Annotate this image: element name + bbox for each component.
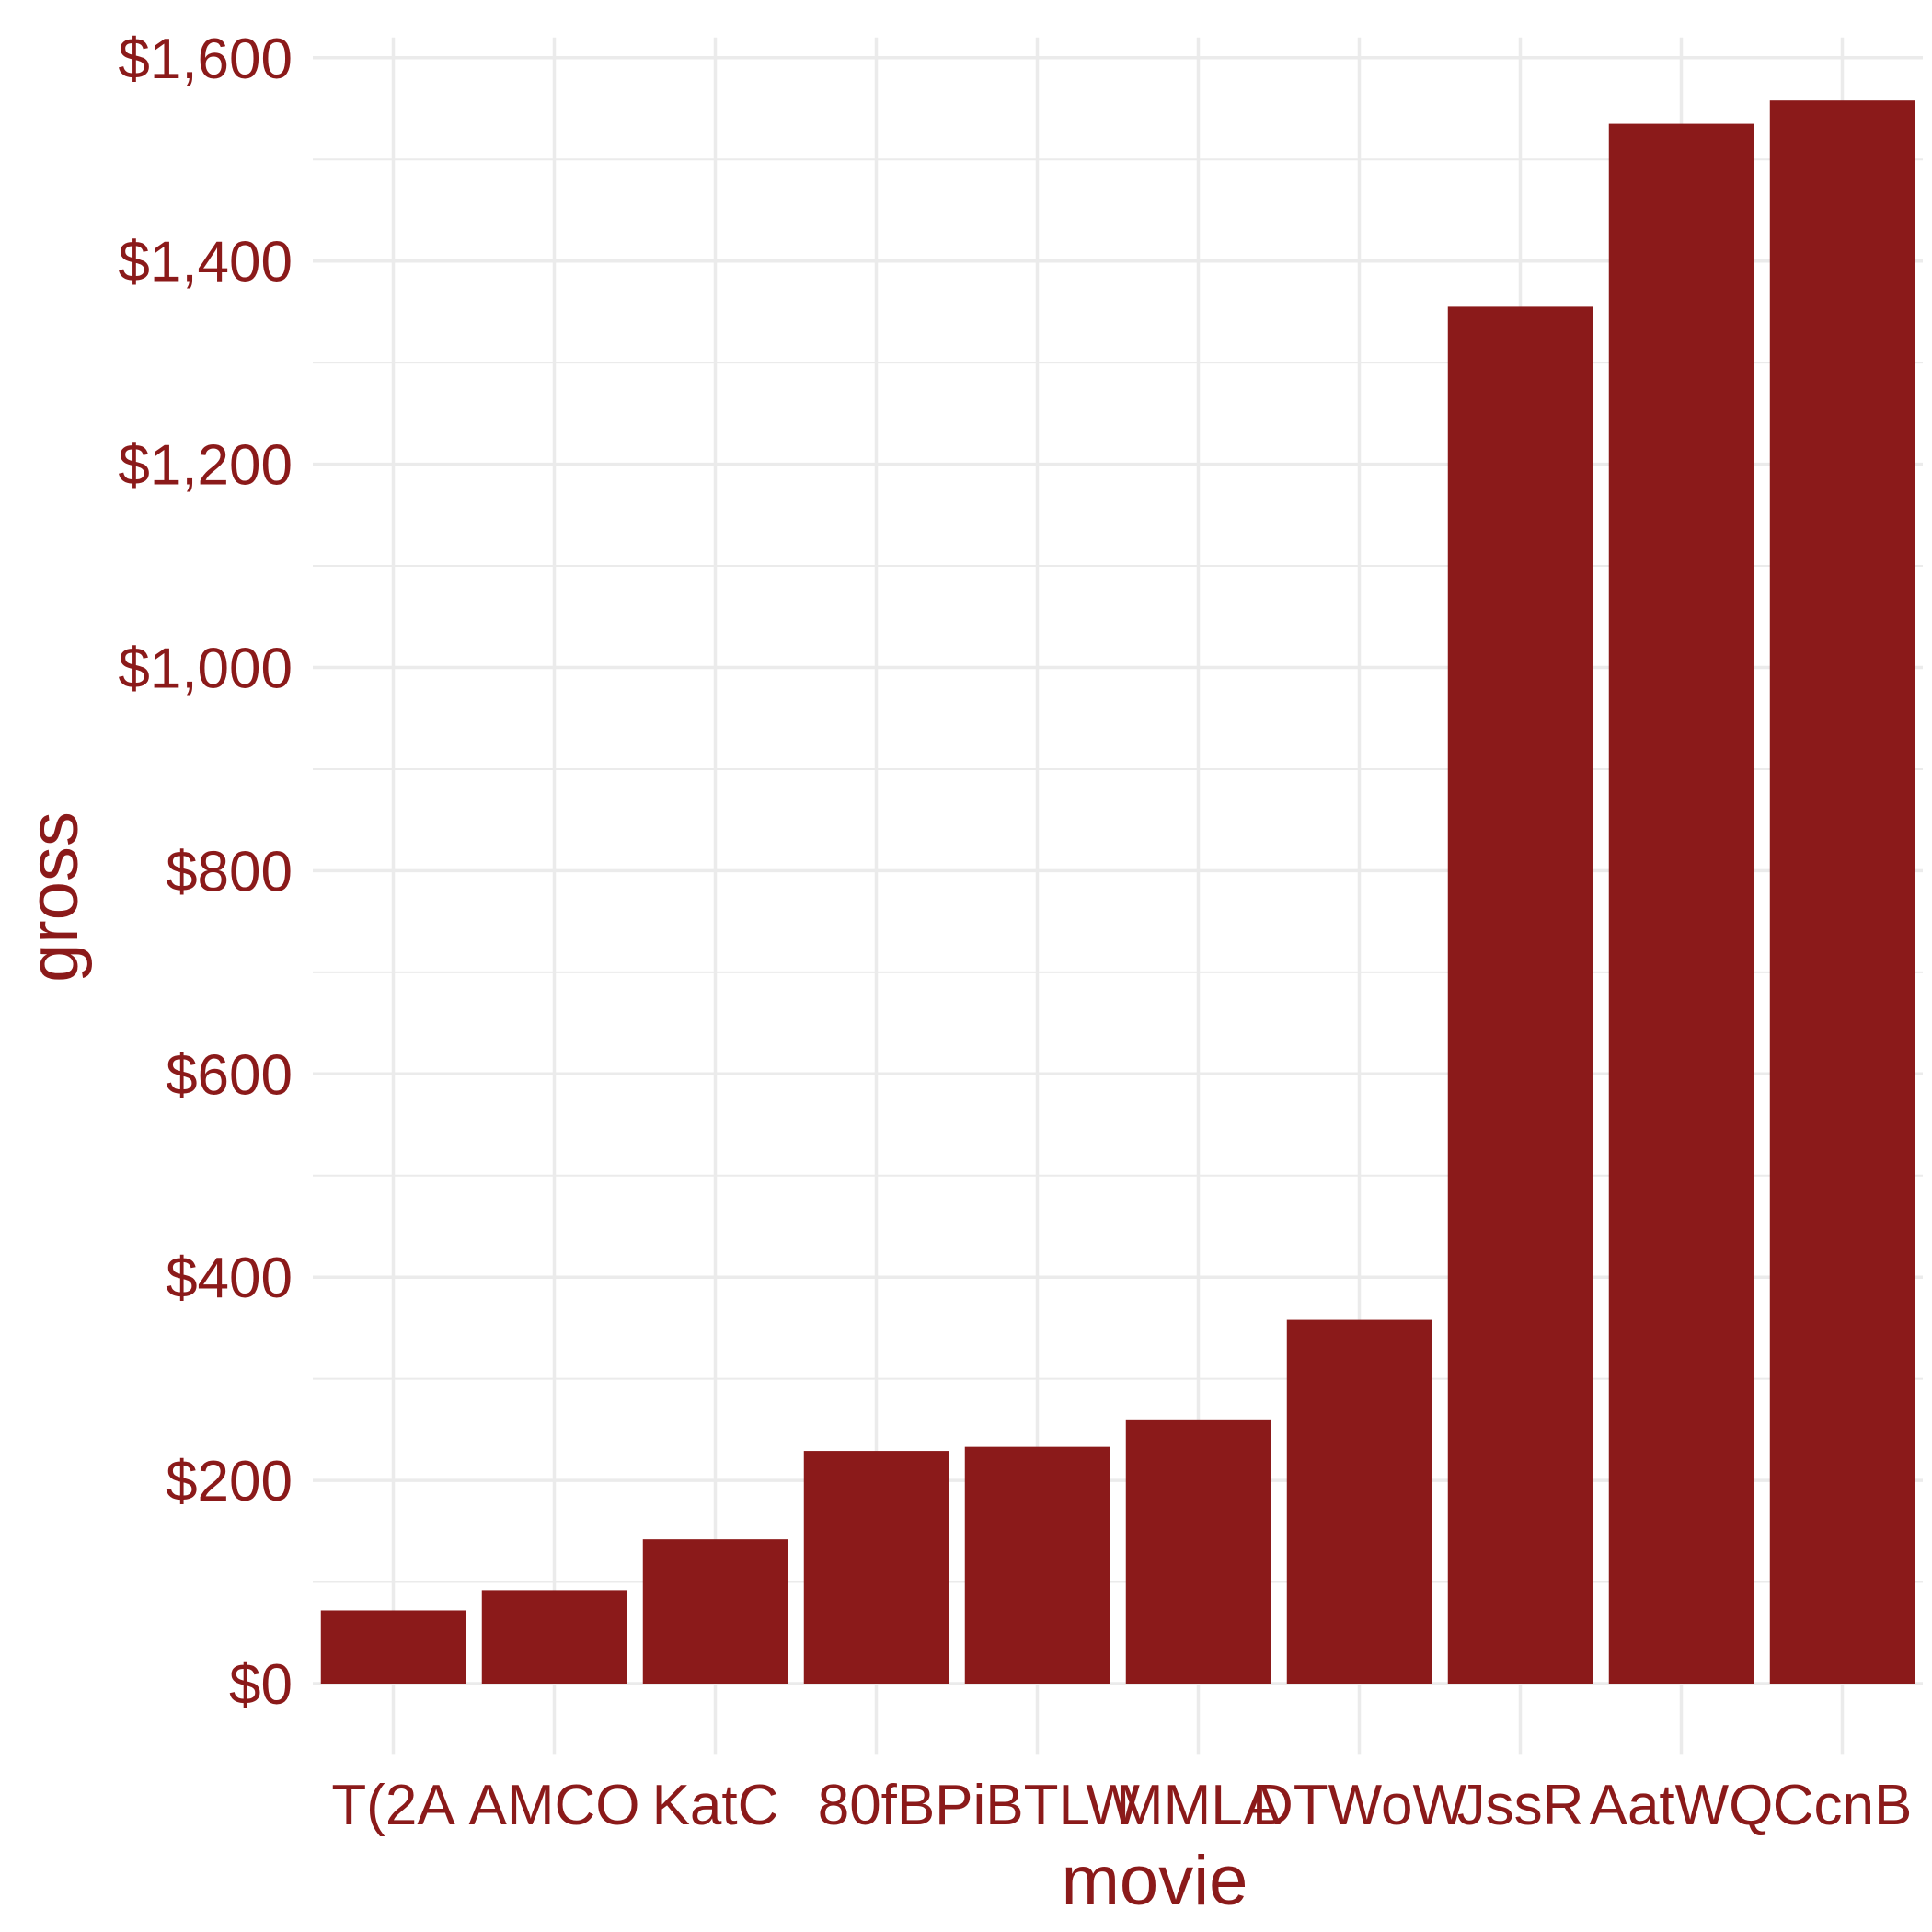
y-tick-label: $1,400: [118, 231, 293, 294]
y-tick-label: $800: [166, 840, 293, 903]
x-axis-title: movie: [1062, 1842, 1248, 1920]
bar-PiBTLW: [964, 1446, 1110, 1684]
y-tick-label: $0: [229, 1653, 293, 1717]
bar-CcnB: [1769, 100, 1915, 1685]
bar-AMCO: [481, 1590, 627, 1684]
bar-DTWoW: [1286, 1319, 1432, 1684]
bar-80fB: [803, 1451, 949, 1684]
x-tick-label: KatC: [652, 1774, 779, 1837]
y-tick-label: $400: [166, 1247, 293, 1310]
x-tick-label: DTWoW: [1252, 1774, 1467, 1837]
x-tick-label: PiBTLW: [935, 1774, 1140, 1837]
bar-AatWQ: [1608, 123, 1754, 1684]
x-tick-label: 80fB: [818, 1774, 936, 1837]
x-tick-label: AMCO: [469, 1774, 640, 1837]
y-tick-label: $1,000: [118, 638, 293, 701]
y-tick-label: $1,600: [118, 28, 293, 91]
y-tick-label: $200: [166, 1450, 293, 1513]
x-tick-label: T(2A: [331, 1774, 455, 1837]
y-axis-title: gross: [15, 811, 93, 983]
x-tick-label: JssR: [1457, 1774, 1584, 1837]
y-tick-label: $600: [166, 1043, 293, 1107]
bar-JssR: [1447, 306, 1593, 1685]
x-tick-label: AatWQ: [1590, 1774, 1774, 1837]
y-tick-label: $1,200: [118, 434, 293, 498]
y-axis-tick-labels: $0 $200 $400 $600 $800 $1,000 $1,200 $1,400 $1,6…: [118, 28, 293, 1717]
bar-MMLA: [1125, 1419, 1271, 1684]
x-tick-label: CcnB: [1773, 1774, 1913, 1837]
bar-KatC: [642, 1539, 788, 1684]
bars: [320, 100, 1915, 1685]
bar-T(2A: [320, 1610, 466, 1684]
x-tick-label: MMLA: [1116, 1774, 1282, 1837]
